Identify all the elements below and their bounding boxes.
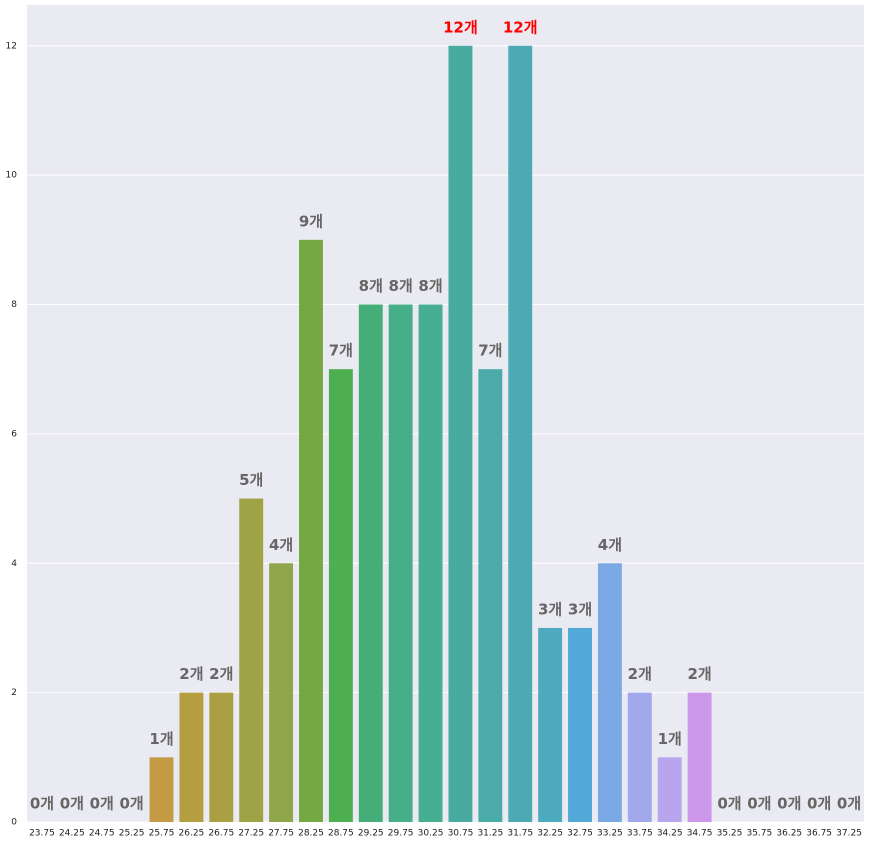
bar bbox=[568, 627, 592, 822]
value-label: 3개 bbox=[538, 600, 562, 618]
x-tick-label: 29.25 bbox=[358, 829, 384, 839]
value-label: 2개 bbox=[687, 665, 711, 683]
x-tick-label: 30.75 bbox=[448, 829, 474, 839]
x-tick-label: 32.25 bbox=[537, 829, 563, 839]
y-tick-label: 4 bbox=[11, 559, 17, 569]
bar bbox=[388, 304, 413, 823]
bar bbox=[448, 45, 473, 822]
bar bbox=[418, 304, 443, 823]
bar bbox=[328, 369, 353, 822]
bar bbox=[209, 692, 234, 822]
value-label: 1개 bbox=[149, 730, 173, 748]
bar bbox=[627, 692, 652, 822]
y-tick-label: 2 bbox=[11, 688, 17, 698]
value-label: 8개 bbox=[389, 277, 413, 295]
x-tick-label: 29.75 bbox=[388, 829, 414, 839]
x-tick-label: 28.25 bbox=[298, 829, 324, 839]
value-label: 0개 bbox=[120, 795, 144, 813]
value-label: 0개 bbox=[60, 795, 84, 813]
value-label: 2개 bbox=[209, 665, 233, 683]
x-tick-label: 31.25 bbox=[477, 829, 503, 839]
y-tick-label: 8 bbox=[11, 300, 17, 310]
y-tick-label: 0 bbox=[11, 818, 17, 828]
y-tick-label: 10 bbox=[6, 171, 18, 181]
x-tick-label: 25.75 bbox=[149, 829, 175, 839]
plot-area bbox=[27, 5, 864, 822]
x-tick-label: 25.25 bbox=[119, 829, 145, 839]
value-label: 0개 bbox=[90, 795, 114, 813]
value-label: 0개 bbox=[807, 795, 831, 813]
y-tick-label: 12 bbox=[6, 41, 17, 51]
bar bbox=[149, 757, 174, 822]
value-label: 12개 bbox=[443, 18, 478, 36]
x-tick-label: 37.25 bbox=[836, 829, 862, 839]
bar bbox=[657, 757, 682, 822]
value-label: 8개 bbox=[359, 277, 383, 295]
x-tick-label: 24.25 bbox=[59, 829, 85, 839]
x-tick-label: 34.75 bbox=[687, 829, 713, 839]
x-tick-label: 27.25 bbox=[238, 829, 264, 839]
value-label: 0개 bbox=[747, 795, 771, 813]
value-label: 4개 bbox=[598, 536, 622, 554]
x-tick-label: 35.75 bbox=[746, 829, 772, 839]
value-label: 0개 bbox=[837, 795, 861, 813]
value-label: 12개 bbox=[503, 18, 538, 36]
value-label: 0개 bbox=[717, 795, 741, 813]
bar bbox=[269, 563, 294, 822]
x-tick-label: 35.25 bbox=[717, 829, 743, 839]
x-tick-label: 28.75 bbox=[328, 829, 354, 839]
y-tick-label: 6 bbox=[11, 429, 17, 439]
value-label: 0개 bbox=[777, 795, 801, 813]
x-tick-label: 36.75 bbox=[806, 829, 832, 839]
x-tick-label: 27.75 bbox=[268, 829, 294, 839]
x-tick-label: 26.75 bbox=[208, 829, 234, 839]
bar bbox=[597, 563, 622, 822]
value-label: 0개 bbox=[30, 795, 54, 813]
value-label: 2개 bbox=[179, 665, 203, 683]
x-tick-label: 23.75 bbox=[29, 829, 55, 839]
bar bbox=[239, 498, 264, 822]
value-label: 1개 bbox=[658, 730, 682, 748]
bar bbox=[687, 692, 712, 822]
value-label: 4개 bbox=[269, 536, 293, 554]
bar bbox=[538, 627, 563, 822]
bar bbox=[179, 692, 204, 822]
x-tick-label: 34.25 bbox=[657, 829, 683, 839]
bar bbox=[478, 369, 503, 822]
x-tick-label: 26.25 bbox=[179, 829, 205, 839]
x-tick-label: 33.25 bbox=[597, 829, 623, 839]
value-label: 2개 bbox=[628, 665, 652, 683]
x-tick-label: 32.75 bbox=[567, 829, 593, 839]
bar bbox=[358, 304, 383, 823]
bar bbox=[508, 45, 533, 822]
x-tick-label: 33.75 bbox=[627, 829, 653, 839]
value-label: 7개 bbox=[478, 342, 502, 360]
bar bbox=[299, 239, 323, 823]
value-label: 3개 bbox=[568, 600, 592, 618]
x-tick-label: 30.25 bbox=[418, 829, 444, 839]
x-tick-label: 31.75 bbox=[507, 829, 533, 839]
value-label: 9개 bbox=[299, 212, 323, 230]
x-tick-label: 36.25 bbox=[776, 829, 802, 839]
value-label: 8개 bbox=[418, 277, 442, 295]
x-tick-label: 24.75 bbox=[89, 829, 115, 839]
value-label: 5개 bbox=[239, 471, 263, 489]
value-label: 7개 bbox=[329, 342, 353, 360]
